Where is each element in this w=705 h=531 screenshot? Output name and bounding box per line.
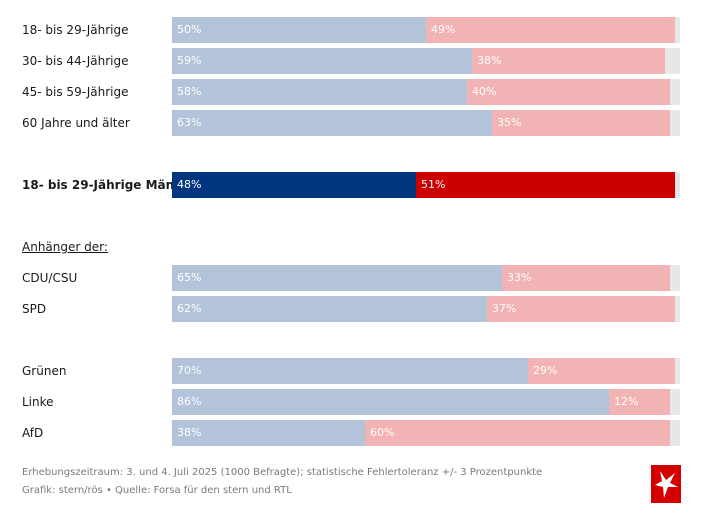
bar-track: 65% 33%: [172, 265, 680, 291]
bar-segment-first: [172, 420, 365, 446]
bar-segment-first: [172, 389, 609, 415]
data-label-second: 60%: [370, 426, 395, 439]
footer-survey-period: Erhebungszeitraum: 3. und 4. Juli 2025 (…: [22, 467, 543, 478]
bar-segment-second: [487, 296, 675, 322]
row-label: 45- bis 59-Jährige: [22, 85, 129, 99]
row-label: AfD: [22, 426, 44, 440]
bar-segment-first: [172, 48, 472, 74]
bar-segment-second: [609, 389, 670, 415]
bar-track: 50% 49%: [172, 17, 680, 43]
bar-segment-first: [172, 358, 528, 384]
data-label-first: 50%: [177, 23, 202, 36]
bar-segment-second: [492, 110, 670, 136]
row-label: 18- bis 29-Jährige Männer: [22, 178, 197, 192]
bar-segment-second: [528, 358, 675, 384]
bar-segment-first: [172, 79, 467, 105]
section-label-supporters: Anhänger der:: [22, 240, 108, 254]
data-label-second: 33%: [507, 271, 532, 284]
bar-segment-second: [467, 79, 670, 105]
data-label-second: 49%: [431, 23, 456, 36]
data-label-first: 63%: [177, 116, 202, 129]
bar-segment-first: [172, 17, 426, 43]
data-label-first: 86%: [177, 395, 202, 408]
bar-segment-first: [172, 110, 492, 136]
bar-segment-second: [416, 172, 675, 198]
bar-segment-second: [426, 17, 675, 43]
row-label: CDU/CSU: [22, 271, 78, 285]
bar-segment-second: [472, 48, 665, 74]
data-label-first: 59%: [177, 54, 202, 67]
bar-segment-first: [172, 296, 487, 322]
bar-track: 48% 51%: [172, 172, 680, 198]
stern-logo: [651, 465, 681, 503]
data-label-first: 48%: [177, 178, 202, 191]
bar-track: 70% 29%: [172, 358, 680, 384]
data-label-second: 38%: [477, 54, 502, 67]
data-label-second: 40%: [472, 85, 497, 98]
data-label-first: 65%: [177, 271, 202, 284]
stern-star-icon: [655, 471, 678, 498]
bar-track: 63% 35%: [172, 110, 680, 136]
row-label: 30- bis 44-Jährige: [22, 54, 129, 68]
bar-track: 58% 40%: [172, 79, 680, 105]
bar-track: 62% 37%: [172, 296, 680, 322]
data-label-second: 12%: [614, 395, 639, 408]
data-label-first: 62%: [177, 302, 202, 315]
data-label-first: 38%: [177, 426, 202, 439]
data-label-first: 58%: [177, 85, 202, 98]
bar-segment-second: [365, 420, 670, 446]
row-label: 60 Jahre und älter: [22, 116, 130, 130]
row-label: Grünen: [22, 364, 67, 378]
bar-track: 59% 38%: [172, 48, 680, 74]
data-label-second: 51%: [421, 178, 446, 191]
data-label-second: 35%: [497, 116, 522, 129]
bar-segment-second: [502, 265, 670, 291]
bar-segment-first: [172, 265, 502, 291]
row-label: 18- bis 29-Jährige: [22, 23, 129, 37]
bar-track: 86% 12%: [172, 389, 680, 415]
row-label: Linke: [22, 395, 54, 409]
bar-segment-first: [172, 172, 416, 198]
bar-track: 38% 60%: [172, 420, 680, 446]
row-label: SPD: [22, 302, 47, 316]
chart-area: Anhänger der: 18- bis 29-Jährige 50% 49% 30…: [22, 17, 680, 446]
data-label-first: 70%: [177, 364, 202, 377]
data-label-second: 37%: [492, 302, 517, 315]
footer-source: Grafik: stern/rös • Quelle: Forsa für de…: [22, 485, 292, 496]
data-label-second: 29%: [533, 364, 558, 377]
